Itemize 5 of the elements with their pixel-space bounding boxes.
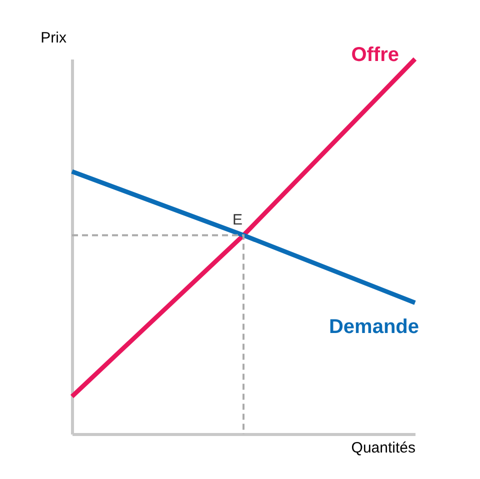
series-label: Demande bbox=[328, 316, 419, 338]
annotation: E bbox=[232, 211, 243, 228]
x-axis-title: Quantités bbox=[351, 440, 416, 456]
y-axis-title: Prix bbox=[40, 30, 67, 46]
series-label: Offre bbox=[351, 44, 399, 66]
